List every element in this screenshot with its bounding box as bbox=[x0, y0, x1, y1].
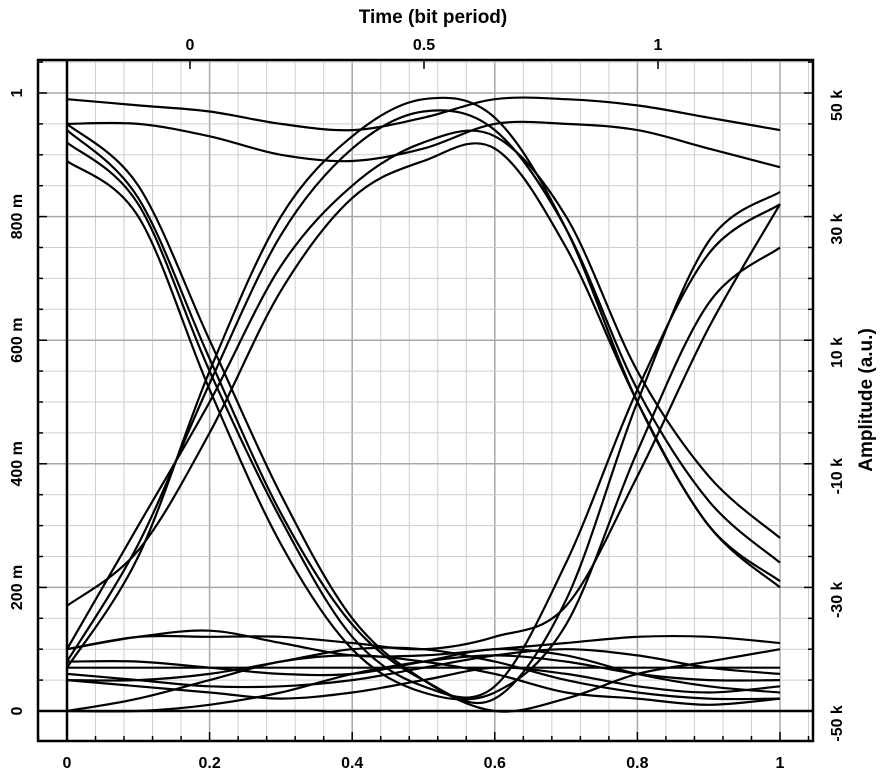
plot-frame bbox=[36, 58, 815, 743]
right-axis-title: Amplitude (a.u.) bbox=[856, 328, 877, 472]
y-left-tick-label: 800 m bbox=[9, 194, 26, 239]
x-bottom-tick-label: 0.2 bbox=[198, 755, 220, 772]
x-bottom-tick-label: 1 bbox=[776, 755, 785, 772]
trace-line-7 bbox=[66, 129, 781, 650]
y-right-tick-label: 10 k bbox=[829, 337, 846, 368]
top-axis-title: Time (bit period) bbox=[359, 7, 507, 28]
y-right-tick-label: 50 k bbox=[829, 90, 846, 121]
trace-line-11 bbox=[66, 203, 781, 651]
trace-line-17 bbox=[66, 646, 781, 701]
trace-lines bbox=[66, 96, 781, 713]
y-right-tick-label: -10 k bbox=[829, 458, 846, 495]
x-bottom-tick-label: 0.4 bbox=[341, 755, 363, 772]
y-right-tick-label: 30 k bbox=[829, 213, 846, 244]
y-left-tick-label: 1 bbox=[9, 88, 26, 97]
tick-labels: 0 0.2 0.4 0.6 0.8 1 0 0.5 1 0 200 m 400 m 600 m 800 m… bbox=[9, 37, 846, 772]
x-bottom-tick-label: 0.8 bbox=[626, 755, 648, 772]
trace-line-16 bbox=[66, 666, 781, 700]
y-left-tick-label: 0 bbox=[9, 706, 26, 715]
x-top-tick-label: 0 bbox=[186, 37, 195, 54]
x-top-tick-label: 0.5 bbox=[413, 37, 435, 54]
y-left-tick-label: 400 m bbox=[9, 441, 26, 486]
y-right-tick-label: -50 k bbox=[829, 705, 846, 742]
trace-line-3 bbox=[66, 141, 781, 699]
y-left-tick-label: 600 m bbox=[9, 318, 26, 363]
trace-line-19 bbox=[66, 654, 781, 713]
x-bottom-tick-label: 0 bbox=[63, 755, 72, 772]
trace-line-10 bbox=[66, 120, 781, 169]
trace-line-8 bbox=[66, 142, 781, 607]
trace-line-9 bbox=[66, 96, 781, 132]
x-bottom-tick-label: 0.6 bbox=[484, 755, 506, 772]
y-right-tick-label: -30 k bbox=[829, 581, 846, 618]
y-left-tick-label: 200 m bbox=[9, 565, 26, 610]
trace-line-4 bbox=[66, 160, 781, 701]
trace-line-12 bbox=[66, 629, 781, 658]
x-top-tick-label: 1 bbox=[654, 37, 663, 54]
